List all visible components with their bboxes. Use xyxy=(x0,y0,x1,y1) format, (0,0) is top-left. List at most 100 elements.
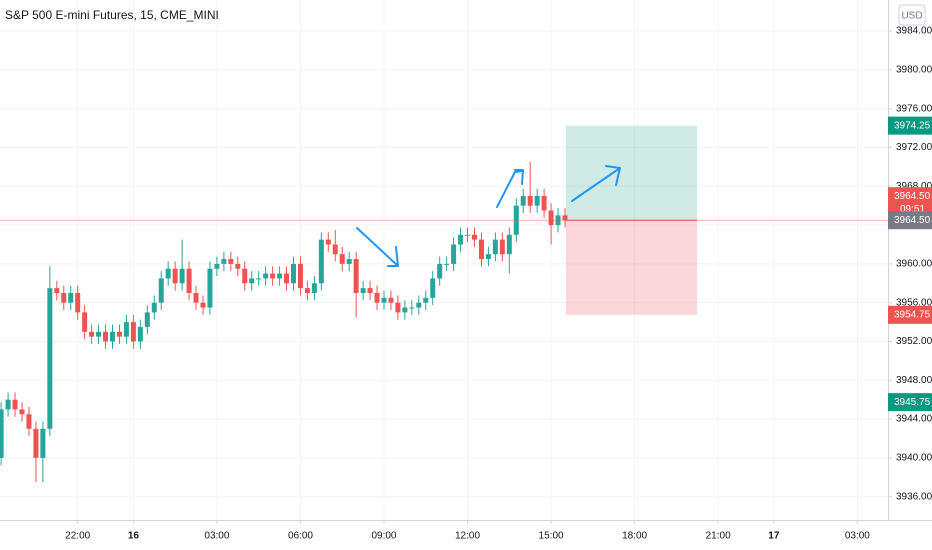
candle-body xyxy=(221,259,227,264)
y-tick-label: 3940.00 xyxy=(896,453,932,464)
plot xyxy=(0,0,888,520)
candle-body xyxy=(339,254,345,264)
candle-body xyxy=(158,278,164,303)
candle-body xyxy=(297,263,303,289)
x-tick-label: 21:00 xyxy=(706,531,731,542)
candle-body xyxy=(96,331,102,337)
price-label-box xyxy=(888,305,932,324)
candle-body xyxy=(109,331,115,342)
y-tick-label: 3980.00 xyxy=(896,64,932,75)
candle-body xyxy=(492,239,498,255)
candle-body xyxy=(130,322,136,342)
candle-body xyxy=(0,409,4,458)
x-tick-label: 18:00 xyxy=(622,531,647,542)
x-tick-label: 03:00 xyxy=(204,531,229,542)
price-label: 3954.75 xyxy=(894,309,931,320)
candle-body xyxy=(506,234,512,255)
candle-body xyxy=(26,414,32,429)
candle-body xyxy=(137,326,143,342)
candle-body xyxy=(277,273,283,279)
candle-body xyxy=(228,259,234,264)
y-tick-label: 3944.00 xyxy=(896,414,932,425)
y-tick-label: 3936.00 xyxy=(896,491,932,502)
arrow xyxy=(496,169,524,208)
arrow xyxy=(571,165,621,202)
chart-title: S&P 500 E-mini Futures, 15, CME_MINI xyxy=(5,8,219,22)
y-tick-label: 3960.00 xyxy=(896,259,932,270)
candle-body xyxy=(402,307,408,313)
x-tick-label: 03:00 xyxy=(845,531,870,542)
candle-body xyxy=(54,288,60,293)
candle-body xyxy=(207,268,213,308)
candle-body xyxy=(172,268,178,284)
candle-body xyxy=(430,278,436,298)
candle-body xyxy=(284,273,290,284)
candle-body xyxy=(75,292,81,313)
y-tick-label: 3952.00 xyxy=(896,336,932,347)
price-label-box xyxy=(888,211,932,230)
candle-body xyxy=(395,302,401,313)
candle-body xyxy=(256,278,262,280)
candle-body xyxy=(318,239,324,284)
currency-box[interactable] xyxy=(898,4,926,26)
price-label: 3945.75 xyxy=(894,397,931,408)
candle-body xyxy=(82,312,88,332)
x-tick-label: 22:00 xyxy=(65,531,90,542)
candle-body xyxy=(346,259,352,264)
currency: USD xyxy=(901,11,922,22)
x-tick-label: 06:00 xyxy=(288,531,313,542)
candle-body xyxy=(541,195,547,211)
profit-zone xyxy=(565,125,697,221)
y-tick-label: 3968.00 xyxy=(896,181,932,192)
x-tick-label: 09:00 xyxy=(371,531,396,542)
price-label: 3964.50 xyxy=(894,215,931,226)
candle-body xyxy=(513,205,519,235)
candle-body xyxy=(186,268,192,293)
candle-body xyxy=(193,292,199,303)
price-label-box xyxy=(888,116,932,135)
price-label: 3974.25 xyxy=(894,120,931,131)
candle-body xyxy=(123,322,129,337)
candle-body xyxy=(116,331,122,337)
candle-body xyxy=(555,215,561,226)
candle-body xyxy=(444,263,450,265)
candle-body xyxy=(165,268,171,279)
candle-body xyxy=(89,331,95,337)
candle-body xyxy=(61,292,67,303)
price-label-box xyxy=(888,393,932,412)
candle-body xyxy=(471,234,477,240)
candle-body xyxy=(214,263,220,269)
candle-body xyxy=(451,244,457,264)
candle-body xyxy=(144,312,150,327)
y-tick-label: 3984.00 xyxy=(896,26,932,37)
candle-body xyxy=(520,195,526,206)
candle-body xyxy=(290,263,296,284)
candle-body xyxy=(416,302,422,308)
candle-body xyxy=(353,259,359,293)
candle-body xyxy=(263,273,269,279)
candle-body xyxy=(478,239,484,260)
loss-zone xyxy=(565,220,697,315)
candle-body xyxy=(367,288,373,293)
candle-body xyxy=(242,268,248,284)
candle-body xyxy=(179,268,185,284)
candle-body xyxy=(332,244,338,255)
candle-body xyxy=(200,302,206,308)
countdown: 09:51 xyxy=(900,204,925,215)
candle-body xyxy=(458,234,464,245)
y-tick-label: 3976.00 xyxy=(896,103,932,114)
candle-body xyxy=(103,331,109,342)
candle-body xyxy=(360,288,366,293)
candle-body xyxy=(409,307,415,309)
candle-body xyxy=(249,278,255,284)
y-tick-label: 3972.00 xyxy=(896,142,932,153)
candle-body xyxy=(381,297,387,303)
candle-body xyxy=(499,239,505,255)
candle-body xyxy=(40,428,46,458)
candle-body xyxy=(311,283,317,293)
candle-body xyxy=(151,302,157,313)
x-tick-label: 15:00 xyxy=(539,531,564,542)
candle-body xyxy=(527,195,533,206)
candle-body xyxy=(388,297,394,303)
